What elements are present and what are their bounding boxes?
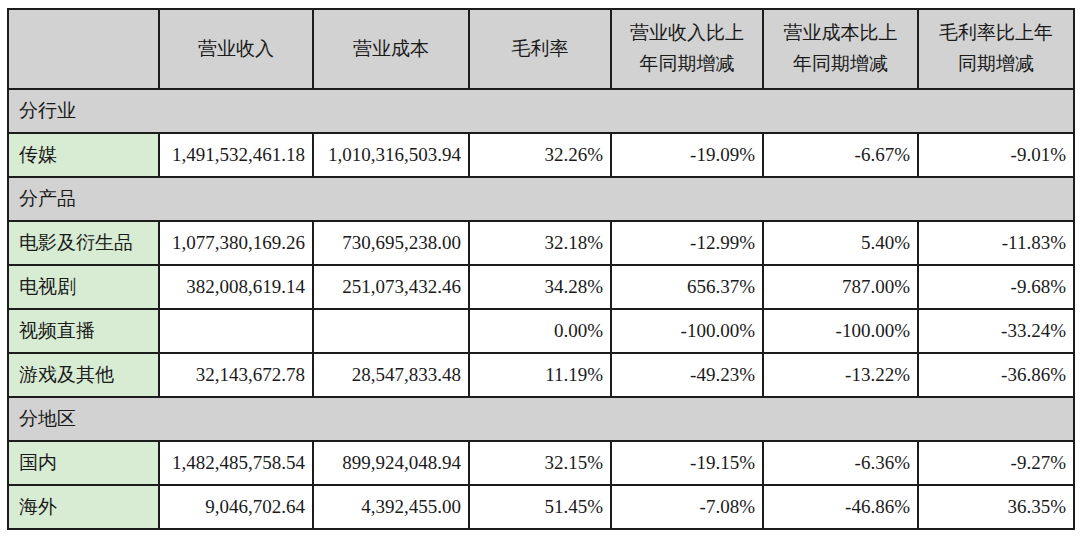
value-cell: 1,491,532,461.18 [159,133,313,177]
value-cell: -19.09% [611,133,763,177]
value-cell: -100.00% [611,309,763,353]
value-cell: -9.27% [918,441,1074,485]
row-label: 游戏及其他 [8,353,159,397]
value-cell: 32.15% [469,441,611,485]
section-label: 分地区 [8,397,1074,441]
table-header: 营业收入营业成本毛利率营业收入比上年同期增减营业成本比上年同期增减毛利率比上年同… [8,9,1074,89]
value-cell: 1,482,485,758.54 [159,441,313,485]
value-cell: -46.86% [763,485,918,529]
section-row: 分行业 [8,89,1074,133]
value-cell [159,309,313,353]
section-row: 分产品 [8,177,1074,221]
value-cell: 0.00% [469,309,611,353]
value-cell: 730,695,238.00 [313,221,469,265]
value-cell: -49.23% [611,353,763,397]
value-cell: 32.26% [469,133,611,177]
row-label: 海外 [8,485,159,529]
value-cell: 28,547,833.48 [313,353,469,397]
value-cell: 382,008,619.14 [159,265,313,309]
data-row: 国内1,482,485,758.54899,924,048.9432.15%-1… [8,441,1074,485]
value-cell: -100.00% [763,309,918,353]
row-label: 传媒 [8,133,159,177]
value-cell: 51.45% [469,485,611,529]
value-cell: 32.18% [469,221,611,265]
row-label: 电影及衍生品 [8,221,159,265]
value-cell: -7.08% [611,485,763,529]
value-cell: -9.01% [918,133,1074,177]
value-cell [313,309,469,353]
page-body: 营业收入营业成本毛利率营业收入比上年同期增减营业成本比上年同期增减毛利率比上年同… [0,0,1080,538]
column-header: 营业收入 [159,9,313,89]
table-body: 分行业传媒1,491,532,461.181,010,316,503.9432.… [8,89,1074,529]
data-row: 电影及衍生品1,077,380,169.26730,695,238.0032.1… [8,221,1074,265]
section-label: 分产品 [8,177,1074,221]
value-cell: 36.35% [918,485,1074,529]
section-label: 分行业 [8,89,1074,133]
data-row: 视频直播0.00%-100.00%-100.00%-33.24% [8,309,1074,353]
column-header: 营业收入比上年同期增减 [611,9,763,89]
data-row: 传媒1,491,532,461.181,010,316,503.9432.26%… [8,133,1074,177]
value-cell: 1,077,380,169.26 [159,221,313,265]
value-cell: 34.28% [469,265,611,309]
value-cell: -33.24% [918,309,1074,353]
value-cell: 787.00% [763,265,918,309]
value-cell: -9.68% [918,265,1074,309]
value-cell: 5.40% [763,221,918,265]
value-cell: -19.15% [611,441,763,485]
value-cell: 251,073,432.46 [313,265,469,309]
corner-header-cell [8,9,159,89]
value-cell: 9,046,702.64 [159,485,313,529]
data-row: 电视剧382,008,619.14251,073,432.4634.28%656… [8,265,1074,309]
section-row: 分地区 [8,397,1074,441]
header-row: 营业收入营业成本毛利率营业收入比上年同期增减营业成本比上年同期增减毛利率比上年同… [8,9,1074,89]
value-cell: -12.99% [611,221,763,265]
value-cell: 656.37% [611,265,763,309]
value-cell: -13.22% [763,353,918,397]
row-label: 国内 [8,441,159,485]
value-cell: 1,010,316,503.94 [313,133,469,177]
value-cell: 11.19% [469,353,611,397]
column-header: 营业成本 [313,9,469,89]
column-header: 毛利率比上年同期增减 [918,9,1074,89]
data-row: 海外9,046,702.644,392,455.0051.45%-7.08%-4… [8,485,1074,529]
column-header: 营业成本比上年同期增减 [763,9,918,89]
value-cell: -6.36% [763,441,918,485]
financial-table: 营业收入营业成本毛利率营业收入比上年同期增减营业成本比上年同期增减毛利率比上年同… [7,8,1075,530]
row-label: 电视剧 [8,265,159,309]
value-cell: -36.86% [918,353,1074,397]
row-label: 视频直播 [8,309,159,353]
value-cell: 32,143,672.78 [159,353,313,397]
value-cell: 4,392,455.00 [313,485,469,529]
column-header: 毛利率 [469,9,611,89]
value-cell: -6.67% [763,133,918,177]
data-row: 游戏及其他32,143,672.7828,547,833.4811.19%-49… [8,353,1074,397]
value-cell: -11.83% [918,221,1074,265]
value-cell: 899,924,048.94 [313,441,469,485]
